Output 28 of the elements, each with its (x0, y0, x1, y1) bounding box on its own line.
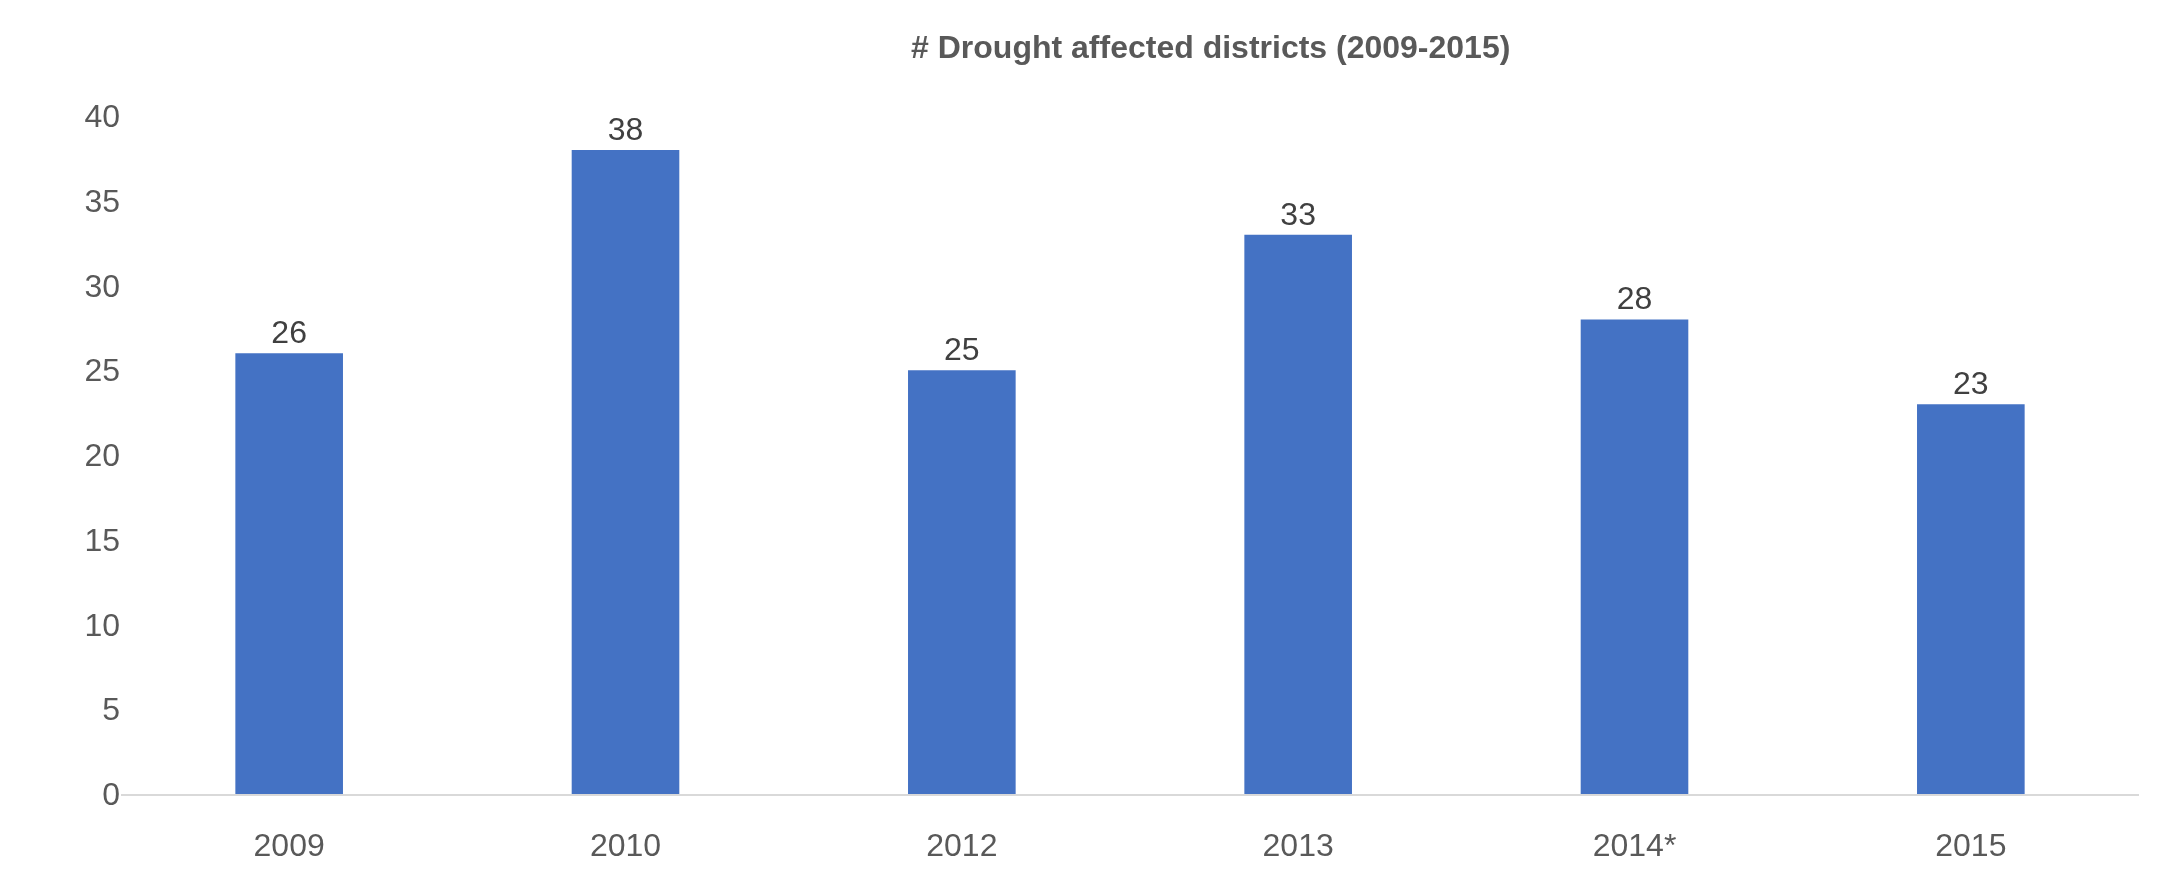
bar (1580, 319, 1689, 794)
x-tick-label: 2012 (926, 827, 998, 864)
data-label: 28 (1616, 280, 1653, 317)
data-label: 23 (1953, 365, 1989, 402)
x-tick-label: 2010 (589, 827, 662, 864)
y-tick-label: 5 (102, 691, 120, 728)
chart-title: # Drought affected districts (2009-2015) (911, 28, 1511, 65)
x-tick-label: 2015 (1935, 827, 2007, 864)
y-tick-label: 30 (84, 267, 120, 304)
bar (235, 353, 343, 794)
data-label: 38 (607, 110, 644, 147)
data-label: 26 (271, 314, 307, 351)
y-tick-label: 15 (84, 521, 120, 558)
bar (1917, 404, 2025, 794)
y-tick-label: 0 (102, 776, 120, 813)
bar (1244, 234, 1352, 794)
x-tick-label: 2014* (1592, 827, 1677, 864)
y-tick-label: 25 (84, 352, 120, 389)
y-tick-label: 10 (84, 606, 120, 643)
bar (908, 370, 1016, 794)
y-tick-label: 35 (84, 182, 120, 219)
x-tick-label: 2009 (253, 827, 325, 864)
data-label: 33 (1280, 195, 1316, 232)
x-tick-label: 2013 (1262, 827, 1334, 864)
data-label: 25 (944, 331, 980, 368)
y-tick-label: 40 (84, 98, 120, 135)
y-tick-label: 20 (84, 437, 120, 474)
bar (571, 149, 680, 794)
